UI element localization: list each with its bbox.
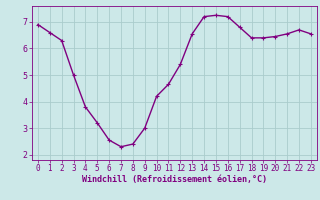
X-axis label: Windchill (Refroidissement éolien,°C): Windchill (Refroidissement éolien,°C) [82, 175, 267, 184]
